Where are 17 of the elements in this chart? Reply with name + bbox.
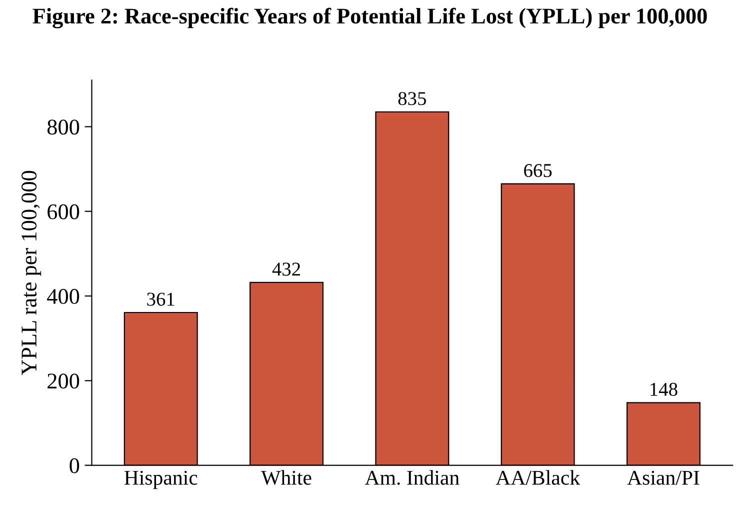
data-label: 432 <box>272 262 300 276</box>
chart-title: Figure 2: Race-specific Years of Potential Life Lost (YPLL) per 100,000 <box>32 8 707 28</box>
y-tick-label: 800 <box>47 120 80 135</box>
x-tick-label: Am. Indian <box>364 470 460 485</box>
x-tick-label: AA/Black <box>496 470 580 485</box>
data-label: 148 <box>650 382 678 396</box>
x-tick-label: White <box>261 470 312 485</box>
y-tick-label: 400 <box>47 288 80 304</box>
data-label: 665 <box>524 164 552 178</box>
x-tick-label: Hispanic <box>124 470 198 490</box>
y-tick-label: 600 <box>48 204 80 220</box>
y-tick-label: 0 <box>70 458 80 474</box>
data-label: 835 <box>398 92 426 106</box>
y-tick-label: 200 <box>48 374 80 389</box>
data-label: 361 <box>147 292 174 306</box>
x-tick-label: Asian/PI <box>627 470 700 485</box>
y-axis-title: YPLL rate per 100,000 <box>22 170 42 376</box>
